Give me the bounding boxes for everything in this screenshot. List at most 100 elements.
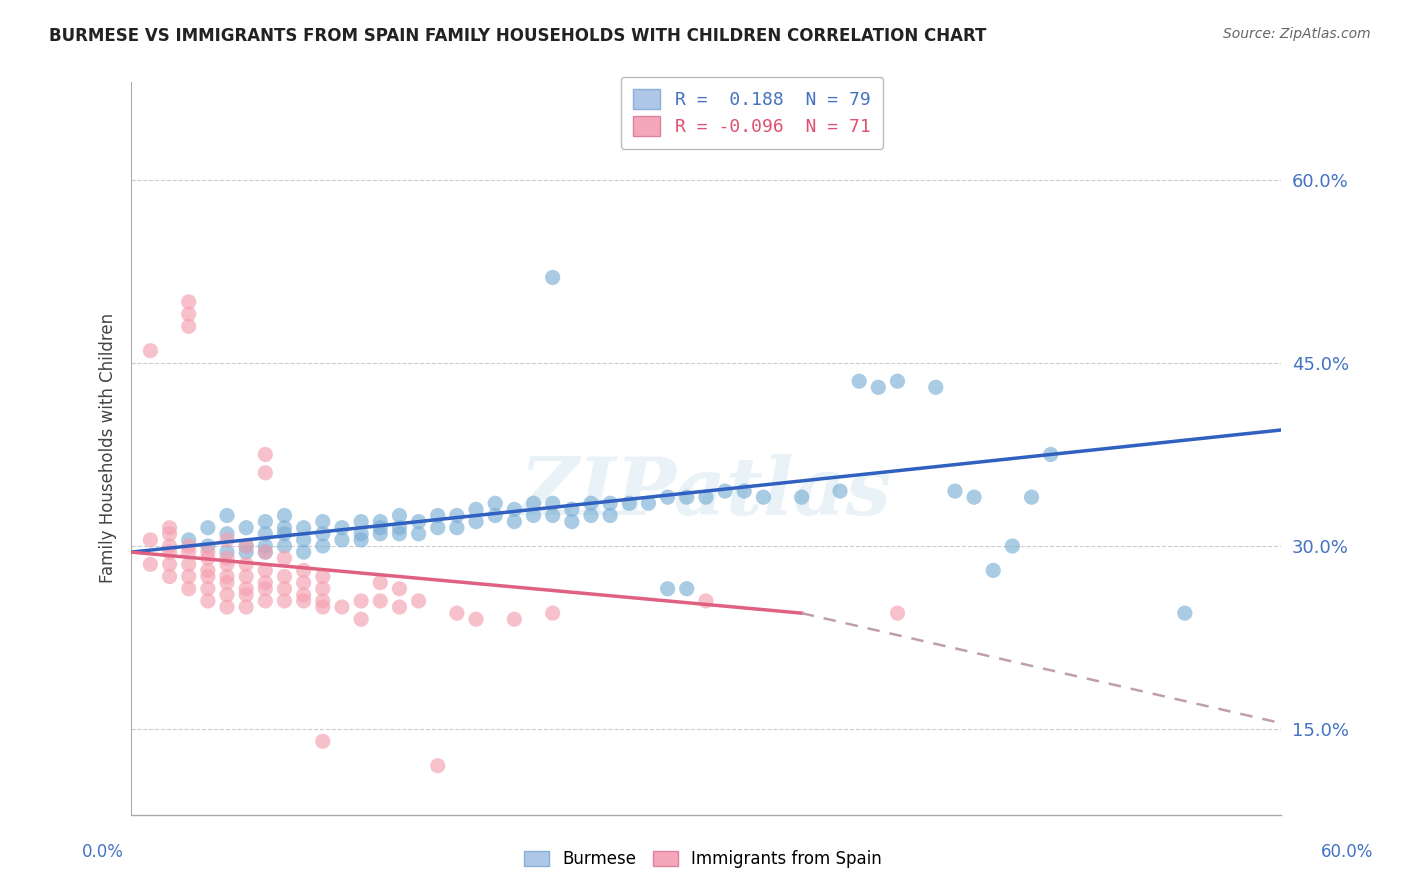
Point (330, 600, 353, 615)
Point (330, 533, 353, 547)
Point (465, 502, 488, 516)
Point (368, 521, 391, 535)
Point (350, 515, 373, 529)
Point (312, 515, 335, 529)
Point (886, 606, 908, 620)
Point (254, 575, 277, 590)
Point (197, 563, 219, 577)
Point (254, 466, 277, 480)
Point (579, 496, 602, 510)
Point (197, 551, 219, 566)
Point (215, 569, 238, 583)
Point (215, 575, 238, 590)
Point (159, 539, 181, 553)
Point (1021, 490, 1043, 504)
Point (312, 600, 335, 615)
Point (215, 545, 238, 559)
Point (1039, 447, 1062, 461)
Point (1174, 606, 1197, 620)
Point (503, 502, 526, 516)
Point (139, 343, 162, 358)
Point (484, 496, 506, 510)
Point (177, 539, 200, 553)
Point (408, 526, 430, 541)
Point (215, 588, 238, 602)
Point (197, 594, 219, 608)
Point (254, 539, 277, 553)
Point (790, 490, 813, 504)
Point (503, 612, 526, 626)
Point (312, 526, 335, 541)
Point (273, 539, 295, 553)
Point (426, 521, 449, 535)
Point (292, 521, 315, 535)
Point (408, 515, 430, 529)
Point (235, 521, 257, 535)
Point (368, 515, 391, 529)
Point (292, 594, 315, 608)
Point (465, 612, 488, 626)
Point (868, 380, 890, 394)
Text: BURMESE VS IMMIGRANTS FROM SPAIN FAMILY HOUSEHOLDS WITH CHILDREN CORRELATION CHA: BURMESE VS IMMIGRANTS FROM SPAIN FAMILY … (49, 27, 987, 45)
Y-axis label: Family Households with Children: Family Households with Children (100, 313, 117, 583)
Point (579, 508, 602, 523)
Text: Source: ZipAtlas.com: Source: ZipAtlas.com (1223, 27, 1371, 41)
Point (273, 521, 295, 535)
Point (312, 539, 335, 553)
Point (675, 490, 697, 504)
Point (235, 569, 257, 583)
Point (446, 508, 468, 523)
Point (273, 569, 295, 583)
Point (215, 526, 238, 541)
Point (254, 563, 277, 577)
Point (388, 582, 411, 596)
Point (292, 588, 315, 602)
Point (235, 558, 257, 572)
Point (312, 734, 335, 748)
Point (408, 594, 430, 608)
Point (465, 515, 488, 529)
Point (446, 606, 468, 620)
Point (159, 526, 181, 541)
Point (657, 582, 679, 596)
Point (657, 490, 679, 504)
Legend: Burmese, Immigrants from Spain: Burmese, Immigrants from Spain (517, 844, 889, 875)
Point (197, 569, 219, 583)
Point (695, 490, 717, 504)
Point (273, 551, 295, 566)
Point (254, 447, 277, 461)
Point (886, 374, 908, 388)
Point (943, 484, 966, 499)
Point (350, 612, 373, 626)
Point (312, 594, 335, 608)
Point (484, 508, 506, 523)
Point (561, 515, 583, 529)
Point (312, 569, 335, 583)
Point (215, 551, 238, 566)
Point (522, 496, 544, 510)
Point (619, 496, 641, 510)
Point (159, 569, 181, 583)
Point (177, 294, 200, 309)
Text: 60.0%: 60.0% (1320, 843, 1374, 861)
Point (273, 594, 295, 608)
Point (159, 558, 181, 572)
Point (733, 484, 755, 499)
Point (541, 606, 564, 620)
Point (388, 521, 411, 535)
Point (273, 508, 295, 523)
Point (273, 526, 295, 541)
Point (292, 545, 315, 559)
Point (330, 521, 353, 535)
Point (292, 533, 315, 547)
Point (254, 545, 277, 559)
Point (963, 490, 986, 504)
Point (254, 545, 277, 559)
Point (350, 526, 373, 541)
Point (368, 526, 391, 541)
Point (197, 545, 219, 559)
Point (368, 594, 391, 608)
Point (599, 496, 621, 510)
Point (675, 582, 697, 596)
Point (139, 533, 162, 547)
